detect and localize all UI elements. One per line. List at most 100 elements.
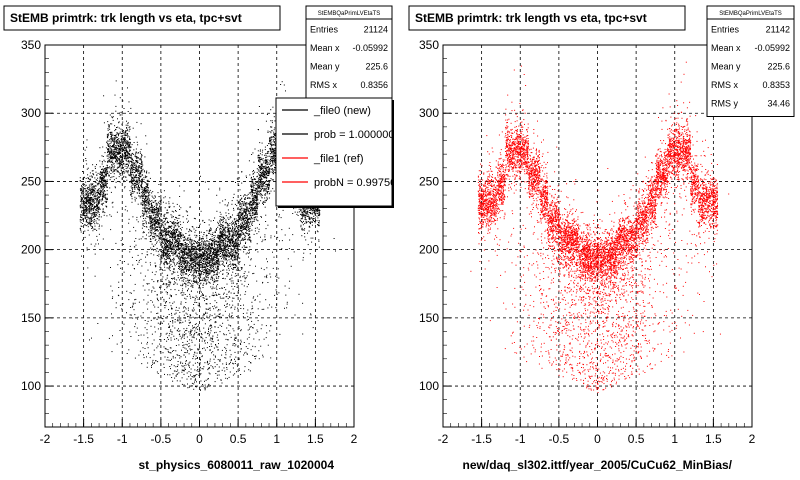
scatter-point	[188, 343, 190, 344]
scatter-point	[250, 326, 252, 327]
scatter-point	[97, 183, 99, 185]
scatter-point	[151, 366, 152, 368]
scatter-point	[219, 288, 221, 289]
scatter-point	[216, 247, 218, 249]
scatter-point	[152, 286, 154, 288]
scatter-point	[167, 349, 169, 351]
scatter-point	[128, 218, 130, 220]
scatter-point	[230, 278, 232, 280]
scatter-point	[235, 295, 237, 297]
scatter-point	[242, 208, 244, 210]
scatter-point	[219, 331, 221, 333]
scatter-point	[214, 326, 216, 328]
scatter-point	[183, 328, 185, 330]
scatter-point	[181, 383, 183, 385]
scatter-point	[246, 286, 248, 288]
scatter-point	[95, 201, 97, 203]
scatter-point	[84, 204, 86, 206]
scatter-point	[188, 248, 190, 250]
scatter-point	[231, 315, 233, 316]
scatter-point	[182, 240, 184, 242]
scatter-point	[243, 227, 245, 229]
scatter-point	[237, 228, 239, 230]
scatter-point	[171, 237, 173, 239]
scatter-point	[186, 340, 188, 342]
scatter-point	[111, 351, 113, 353]
scatter-point	[226, 272, 228, 274]
scatter-point	[175, 248, 177, 250]
scatter-point	[200, 353, 202, 355]
scatter-point	[236, 178, 238, 180]
scatter-point	[169, 366, 171, 367]
scatter-point	[266, 160, 267, 162]
scatter-point	[194, 218, 196, 220]
scatter-point	[148, 200, 150, 202]
scatter-point	[209, 296, 211, 298]
scatter-point	[216, 261, 218, 263]
scatter-point	[193, 274, 195, 276]
scatter-point	[265, 183, 267, 185]
scatter-point	[86, 205, 87, 207]
scatter-point	[117, 153, 119, 155]
scatter-point	[238, 289, 239, 291]
scatter-point	[249, 370, 251, 372]
scatter-point	[265, 188, 267, 190]
scatter-point	[259, 175, 261, 177]
scatter-point	[233, 248, 235, 250]
scatter-point	[141, 162, 143, 164]
scatter-point	[115, 242, 117, 244]
scatter-point	[90, 243, 92, 245]
scatter-point	[235, 252, 237, 254]
scatter-point	[264, 166, 266, 168]
scatter-point	[111, 131, 113, 133]
scatter-point	[110, 123, 112, 125]
scatter-point	[147, 308, 149, 310]
scatter-point	[245, 351, 247, 353]
scatter-point	[188, 386, 190, 388]
scatter-point	[167, 292, 168, 293]
scatter-point	[114, 143, 115, 145]
scatter-point	[233, 297, 235, 299]
scatter-point	[121, 151, 123, 153]
scatter-point	[223, 293, 224, 295]
scatter-point	[118, 162, 120, 164]
scatter-point	[111, 313, 112, 315]
scatter-point	[180, 268, 182, 270]
scatter-point	[239, 234, 241, 236]
scatter-point	[194, 332, 196, 334]
scatter-point	[167, 241, 169, 243]
scatter-point	[120, 342, 122, 344]
scatter-point	[266, 162, 268, 163]
scatter-point	[217, 254, 219, 256]
scatter-point	[185, 343, 187, 345]
scatter-point	[94, 212, 96, 214]
scatter-point	[242, 219, 244, 221]
scatter-point	[160, 203, 162, 205]
scatter-point	[178, 330, 180, 332]
scatter-point	[264, 146, 266, 148]
scatter-point	[175, 241, 177, 243]
scatter-point	[256, 207, 258, 208]
scatter-point	[165, 302, 166, 304]
scatter-point	[224, 231, 226, 233]
scatter-point	[246, 177, 247, 178]
scatter-point	[112, 138, 114, 140]
scatter-point	[256, 192, 257, 194]
scatter-point	[157, 300, 159, 302]
scatter-point	[205, 273, 207, 275]
scatter-point	[262, 149, 264, 151]
scatter-point	[217, 346, 219, 348]
scatter-point	[224, 255, 226, 257]
scatter-point	[204, 256, 206, 258]
scatter-point	[123, 137, 125, 139]
scatter-point	[85, 215, 87, 217]
scatter-point	[99, 208, 101, 210]
scatter-point	[270, 132, 272, 134]
scatter-point	[249, 206, 251, 208]
scatter-point	[263, 168, 265, 169]
scatter-point	[172, 230, 174, 232]
scatter-point	[196, 338, 197, 340]
scatter-point	[152, 238, 154, 240]
scatter-point	[144, 188, 146, 190]
scatter-point	[111, 116, 113, 118]
